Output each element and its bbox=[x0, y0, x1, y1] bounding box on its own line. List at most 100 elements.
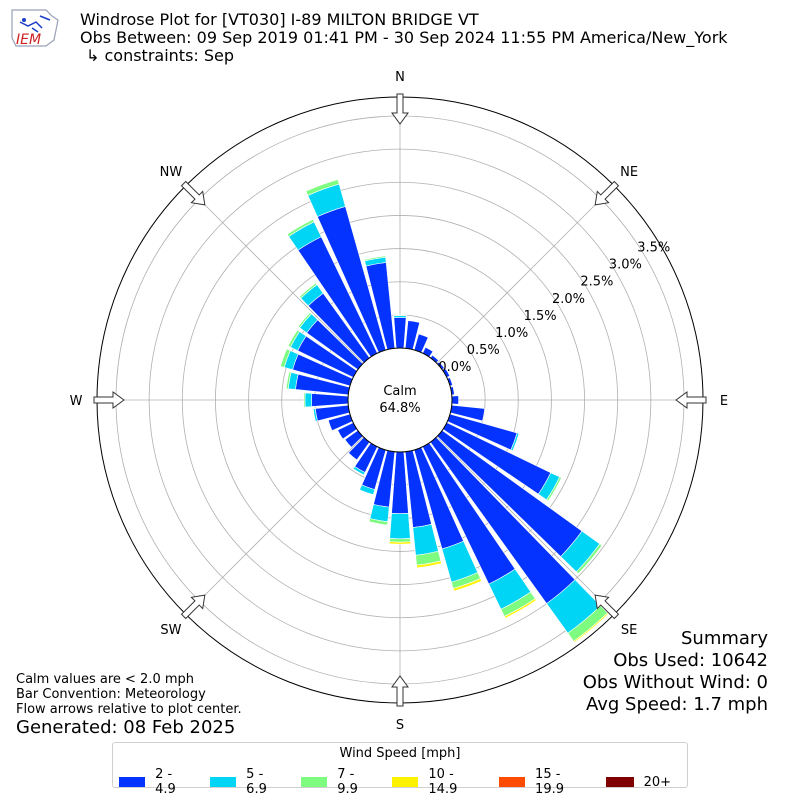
legend-swatch bbox=[498, 777, 526, 787]
windrose-bar-segment bbox=[546, 476, 562, 502]
flow-arrow bbox=[594, 594, 620, 620]
flow-arrow bbox=[594, 180, 620, 206]
legend-label: 7 - 9.9 bbox=[337, 767, 358, 797]
grid-spoke bbox=[436, 185, 615, 364]
legend-swatch bbox=[210, 777, 237, 787]
windrose-bar-segment bbox=[393, 314, 407, 317]
compass-label: S bbox=[396, 718, 404, 733]
legend-item: 15 - 19.9 bbox=[498, 767, 590, 797]
radial-tick-label: 1.0% bbox=[495, 326, 528, 341]
grid-spoke bbox=[436, 436, 615, 615]
compass-label: NW bbox=[160, 165, 183, 180]
windrose-bar-segment bbox=[359, 484, 376, 496]
legend-label: 20+ bbox=[643, 774, 671, 790]
legend-item: 5 - 6.9 bbox=[210, 767, 285, 797]
windrose-bar-segment bbox=[280, 348, 291, 368]
radial-tick-label: 2.0% bbox=[552, 292, 585, 307]
calm-circle bbox=[347, 347, 453, 453]
windrose-bar-segment bbox=[305, 179, 340, 196]
compass-label: SE bbox=[621, 623, 637, 638]
windrose-bar-segment bbox=[389, 538, 411, 543]
legend-title: Wind Speed [mph] bbox=[339, 746, 461, 761]
windrose-bar-segment bbox=[389, 513, 411, 540]
windrose-bar-segment bbox=[303, 392, 306, 408]
legend-item: 20+ bbox=[605, 767, 671, 797]
windrose-bar-segment bbox=[388, 541, 412, 545]
chart-subtitle-constraints: ↳ constraints: Sep bbox=[86, 46, 235, 65]
chart-subtitle-period: Obs Between: 09 Sep 2019 01:41 PM - 30 S… bbox=[80, 28, 728, 47]
windrose-bar-segment bbox=[416, 560, 442, 569]
flow-arrow bbox=[391, 675, 409, 707]
windrose-bar-segment bbox=[311, 393, 349, 407]
windrose-bar-segment bbox=[287, 329, 300, 348]
radial-tick-label: 1.5% bbox=[524, 309, 557, 324]
windrose-bar-segment bbox=[312, 408, 318, 422]
windrose-bar-segment bbox=[575, 543, 603, 575]
axis-labels: N NE E SE S SW W NW 0.0% 0.5% 1.0% 1.5% 2.0% 2.5% 3.0%… bbox=[70, 70, 729, 733]
radial-tick-label: 0.5% bbox=[467, 343, 500, 358]
compass-label: N bbox=[395, 70, 405, 85]
windrose-bar-segment bbox=[352, 466, 366, 476]
note-calm: Calm values are < 2.0 mph bbox=[16, 672, 195, 687]
legend: Wind Speed [mph] 2 - 4.9 5 - 6.9 7 - 9.9… bbox=[112, 742, 688, 797]
windrose-bar-segment bbox=[510, 432, 520, 452]
windrose-bar-segment bbox=[393, 317, 407, 349]
compass-label: SW bbox=[160, 623, 181, 638]
compass-label: NE bbox=[620, 165, 638, 180]
grid-spoke bbox=[185, 185, 364, 364]
windrose-bar-segment bbox=[285, 371, 292, 390]
legend-swatch bbox=[392, 777, 419, 787]
summary-block: Summary Obs Used: 10642 Obs Without Wind… bbox=[583, 628, 768, 716]
flow-arrow bbox=[180, 180, 206, 206]
generated-date: Generated: 08 Feb 2025 bbox=[16, 717, 236, 738]
radial-tick-label: 3.5% bbox=[637, 241, 670, 256]
windrose-bar-segment bbox=[363, 255, 386, 262]
flow-arrow bbox=[675, 391, 707, 409]
logo-text: IEM bbox=[16, 32, 41, 48]
note-flow-arrows: Flow arrows relative to plot center. bbox=[16, 702, 242, 717]
iem-logo: IEM bbox=[6, 6, 64, 50]
legend-label: 5 - 6.9 bbox=[246, 767, 267, 797]
summary-heading: Summary bbox=[681, 628, 768, 649]
windrose-bar-segment bbox=[451, 395, 459, 405]
flow-arrows bbox=[93, 93, 707, 707]
legend-swatch bbox=[119, 777, 146, 787]
flow-arrow bbox=[93, 391, 125, 409]
summary-obs-without-wind: Obs Without Wind: 0 bbox=[582, 672, 768, 693]
legend-item: 7 - 9.9 bbox=[301, 767, 376, 797]
summary-obs-used: Obs Used: 10642 bbox=[613, 650, 768, 671]
windrose-bar-segment bbox=[343, 439, 352, 449]
calm-value: 64.8% bbox=[379, 401, 420, 416]
windrose-bar-segment bbox=[297, 311, 312, 329]
notes-block: Calm values are < 2.0 mph Bar Convention… bbox=[16, 672, 242, 739]
legend-swatch bbox=[301, 777, 328, 787]
flow-arrow bbox=[180, 594, 206, 620]
calm-label: Calm bbox=[383, 384, 416, 399]
iem-logo-graphic: IEM bbox=[11, 9, 59, 48]
radial-tick-label: 2.5% bbox=[580, 275, 613, 290]
windrose-bar-segment bbox=[286, 219, 315, 237]
windrose-bar-segment bbox=[368, 518, 389, 526]
compass-label: E bbox=[720, 394, 728, 409]
legend-item: 2 - 4.9 bbox=[119, 767, 194, 797]
windrose-bar-segment bbox=[573, 612, 609, 643]
legend-items: 2 - 4.9 5 - 6.9 7 - 9.9 10 - 14.9 15 - 1… bbox=[119, 767, 687, 797]
legend-label: 2 - 4.9 bbox=[155, 767, 176, 797]
legend-item: 10 - 14.9 bbox=[392, 767, 483, 797]
windrose-bar-segment bbox=[298, 282, 318, 299]
windrose-bar-segment bbox=[503, 598, 537, 619]
radial-tick-label: 0.0% bbox=[438, 360, 471, 375]
windrose-bar-segment bbox=[304, 392, 313, 408]
radial-tick-label: 3.0% bbox=[609, 258, 642, 273]
grid-spoke bbox=[185, 436, 364, 615]
windrose-bar-segment bbox=[347, 452, 358, 461]
windrose-bars bbox=[280, 179, 609, 643]
windrose-bar-segment bbox=[452, 578, 482, 592]
note-bar-convention: Bar Convention: Meteorology bbox=[16, 687, 206, 702]
windrose-bar-segment bbox=[412, 523, 439, 556]
legend-swatch bbox=[605, 777, 634, 787]
legend-label: 15 - 19.9 bbox=[535, 767, 564, 797]
chart-title: Windrose Plot for [VT030] I-89 MILTON BR… bbox=[80, 10, 479, 29]
